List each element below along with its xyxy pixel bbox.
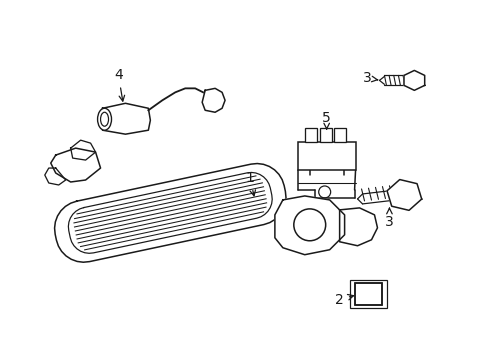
Polygon shape <box>386 180 421 210</box>
Polygon shape <box>403 71 424 90</box>
Bar <box>304 128 316 142</box>
Text: 5: 5 <box>322 111 330 129</box>
Text: 2: 2 <box>335 293 353 306</box>
Text: 3: 3 <box>363 71 377 85</box>
Bar <box>354 283 382 305</box>
Polygon shape <box>51 148 101 182</box>
Bar <box>354 283 382 305</box>
Polygon shape <box>71 140 95 160</box>
Polygon shape <box>45 168 65 185</box>
Text: 4: 4 <box>114 68 124 101</box>
Bar <box>297 142 355 170</box>
Bar <box>349 280 386 307</box>
Polygon shape <box>101 103 150 134</box>
Polygon shape <box>55 163 285 262</box>
Bar <box>333 128 345 142</box>
Text: 1: 1 <box>245 171 255 196</box>
Polygon shape <box>339 208 377 246</box>
Polygon shape <box>202 88 224 112</box>
Text: 3: 3 <box>384 208 393 229</box>
Bar <box>319 128 331 142</box>
Polygon shape <box>68 172 272 253</box>
Ellipse shape <box>98 108 111 130</box>
Polygon shape <box>274 196 344 255</box>
